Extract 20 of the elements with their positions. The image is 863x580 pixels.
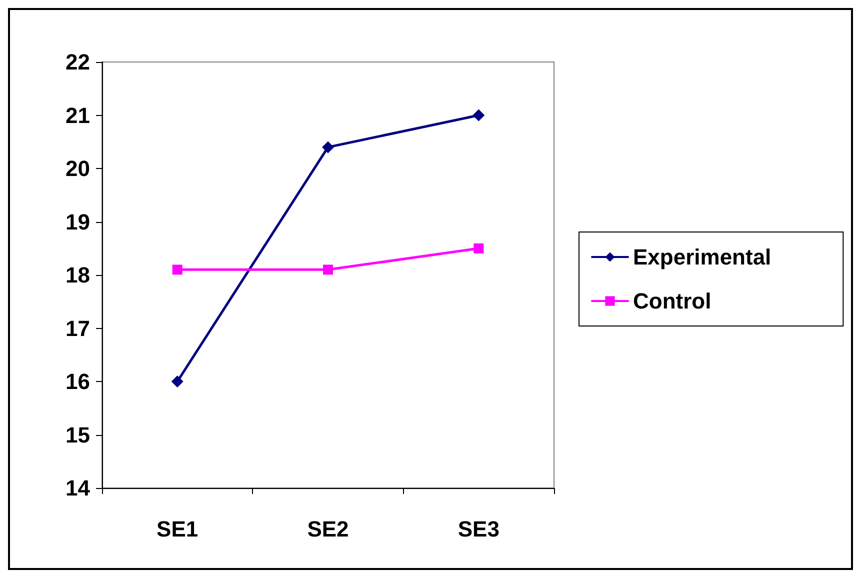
point bbox=[472, 109, 485, 122]
point bbox=[172, 264, 182, 275]
x-tick-label: SE1 bbox=[156, 516, 198, 542]
y-tick-label: 21 bbox=[66, 102, 90, 128]
y-tick-label: 15 bbox=[66, 422, 90, 448]
legend-label: Control bbox=[633, 288, 712, 314]
y-tick-label: 20 bbox=[66, 156, 90, 181]
y-tick-label: 16 bbox=[66, 369, 90, 394]
point bbox=[474, 243, 484, 254]
point bbox=[323, 264, 333, 275]
y-tick-label: 14 bbox=[66, 476, 91, 500]
point bbox=[171, 376, 184, 388]
legend-label: Experimental bbox=[633, 244, 772, 270]
y-tick-label: 18 bbox=[66, 262, 90, 288]
x-tick-label: SE3 bbox=[458, 516, 500, 542]
x-tick-label: SE2 bbox=[307, 516, 349, 542]
y-tick-label: 17 bbox=[66, 316, 90, 341]
y-tick-label: 22 bbox=[66, 50, 90, 74]
point bbox=[322, 141, 334, 154]
y-tick-label: 19 bbox=[66, 209, 90, 234]
